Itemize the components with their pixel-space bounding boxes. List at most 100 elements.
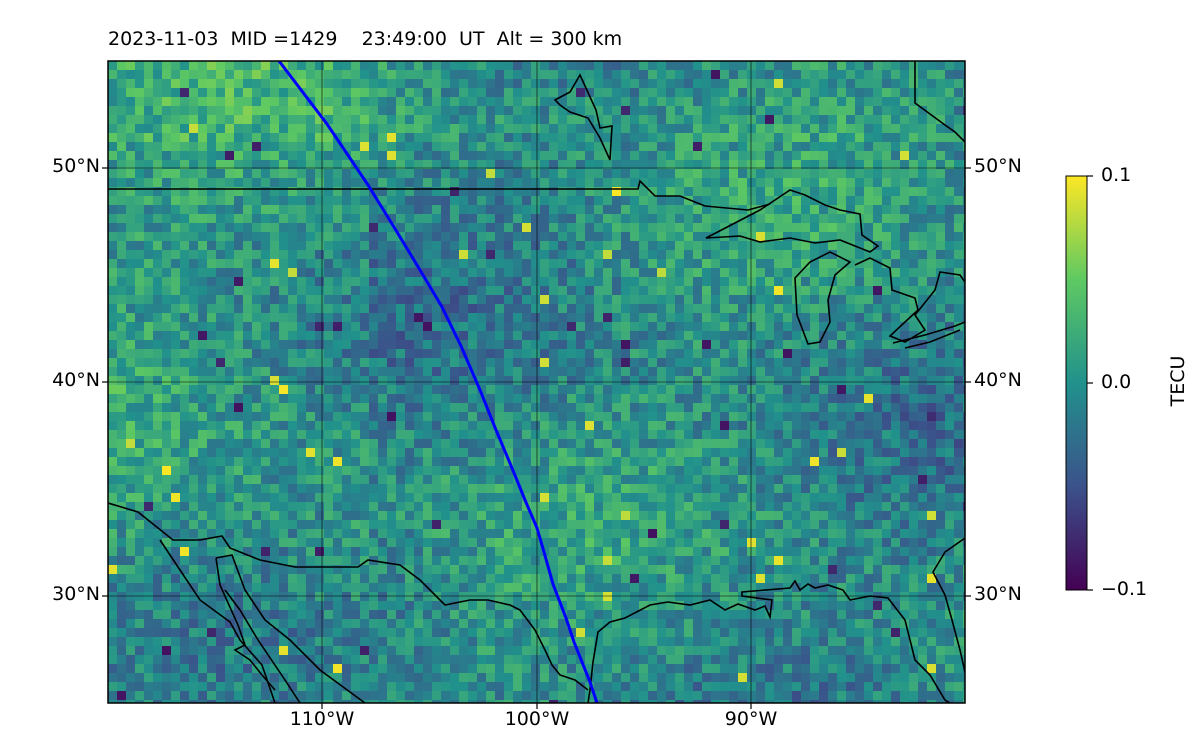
tec-cell — [918, 205, 927, 214]
tec-cell — [117, 205, 126, 214]
tec-cell — [459, 484, 468, 493]
tec-cell — [261, 61, 270, 70]
tec-cell — [468, 304, 477, 313]
tec-cell — [432, 331, 441, 340]
tec-cell — [882, 205, 891, 214]
tec-cell — [531, 286, 540, 295]
tec-cell — [738, 493, 747, 502]
tec-cell — [774, 151, 783, 160]
tec-cell — [504, 367, 513, 376]
tec-cell — [612, 367, 621, 376]
tec-cell — [450, 79, 459, 88]
tec-cell — [882, 187, 891, 196]
tec-cell — [207, 457, 216, 466]
tec-cell — [108, 430, 117, 439]
tec-cell — [594, 223, 603, 232]
tec-cell — [603, 421, 612, 430]
tec-cell — [738, 250, 747, 259]
tec-cell — [657, 97, 666, 106]
tec-cell — [612, 286, 621, 295]
tec-cell — [594, 79, 603, 88]
tec-cell — [756, 376, 765, 385]
tec-cell — [270, 70, 279, 79]
tec-cell — [756, 349, 765, 358]
tec-cell — [783, 259, 792, 268]
tec-cell — [783, 196, 792, 205]
tec-cell — [756, 97, 765, 106]
tec-cell — [828, 385, 837, 394]
tec-cell — [657, 331, 666, 340]
tec-cell — [864, 214, 873, 223]
tec-cell — [144, 133, 153, 142]
tec-cell — [819, 457, 828, 466]
tec-cell — [756, 322, 765, 331]
tec-cell — [612, 106, 621, 115]
tec-cell — [918, 97, 927, 106]
tec-cell — [837, 511, 846, 520]
tec-cell — [693, 340, 702, 349]
tec-cell — [756, 331, 765, 340]
tec-cell — [243, 286, 252, 295]
tec-cell — [684, 70, 693, 79]
tec-cell — [945, 79, 954, 88]
tec-cell — [702, 268, 711, 277]
tec-cell — [486, 241, 495, 250]
tec-cell — [477, 70, 486, 79]
tec-cell — [135, 169, 144, 178]
tec-cell — [162, 511, 171, 520]
tec-cell — [333, 466, 342, 475]
tec-cell — [432, 322, 441, 331]
tec-cell — [495, 250, 504, 259]
tec-cell — [666, 160, 675, 169]
tec-cell — [774, 376, 783, 385]
tec-cell — [855, 286, 864, 295]
tec-cell — [225, 385, 234, 394]
tec-cell — [585, 403, 594, 412]
tec-cell — [495, 214, 504, 223]
tec-cell — [288, 88, 297, 97]
tec-cell — [657, 493, 666, 502]
tec-cell — [702, 376, 711, 385]
tec-cell — [288, 403, 297, 412]
tec-cell — [432, 313, 441, 322]
tec-cell — [279, 106, 288, 115]
tec-cell — [531, 376, 540, 385]
tec-cell — [414, 214, 423, 223]
tec-cell — [918, 295, 927, 304]
tec-cell — [180, 313, 189, 322]
tec-cell — [279, 439, 288, 448]
tec-cell — [594, 160, 603, 169]
tec-cell — [756, 106, 765, 115]
tec-cell — [387, 367, 396, 376]
tec-cell — [801, 151, 810, 160]
tec-cell — [504, 232, 513, 241]
tec-cell — [432, 169, 441, 178]
tec-cell — [585, 376, 594, 385]
tec-cell — [306, 160, 315, 169]
tec-cell — [558, 196, 567, 205]
tec-cell — [576, 115, 585, 124]
tec-cell — [234, 250, 243, 259]
tec-cell — [702, 142, 711, 151]
tec-cell — [828, 394, 837, 403]
tec-cell — [720, 313, 729, 322]
tec-cell — [882, 223, 891, 232]
tec-cell — [477, 502, 486, 511]
tec-cell — [648, 322, 657, 331]
tec-cell — [603, 349, 612, 358]
tec-cell — [666, 394, 675, 403]
tec-cell — [936, 358, 945, 367]
tec-cell — [450, 385, 459, 394]
tec-cell — [729, 367, 738, 376]
tec-cell — [405, 331, 414, 340]
tec-cell — [684, 259, 693, 268]
tec-cell — [153, 223, 162, 232]
tec-cell — [774, 295, 783, 304]
tec-cell — [450, 241, 459, 250]
tec-cell — [162, 385, 171, 394]
tec-cell — [873, 313, 882, 322]
tec-cell — [513, 160, 522, 169]
tec-cell — [378, 394, 387, 403]
tec-cell — [864, 322, 873, 331]
tec-cell — [288, 205, 297, 214]
